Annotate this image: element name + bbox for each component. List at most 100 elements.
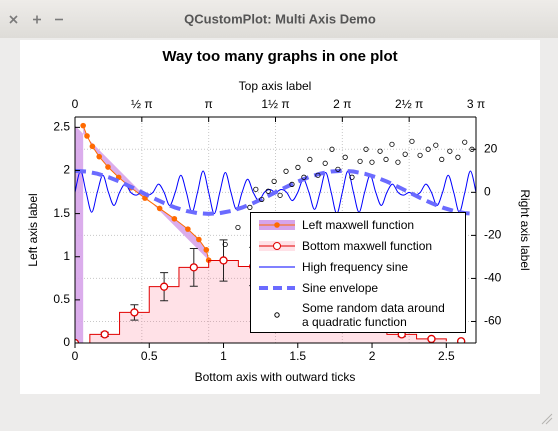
y-tick-label: 1: [63, 249, 70, 263]
x-tick-label: 1.5: [289, 349, 306, 363]
point: [315, 172, 321, 178]
legend-icon: [259, 220, 295, 230]
point: [247, 204, 253, 210]
x-tick-label: 0.5: [141, 349, 158, 363]
point: [100, 330, 109, 339]
legend-item: Left maxwell function: [251, 217, 414, 233]
point: [389, 141, 395, 147]
legend-marker: [274, 222, 280, 228]
point: [409, 138, 415, 144]
title-bar: [0, 0, 558, 38]
point: [196, 236, 202, 243]
bottom-axis-label: Bottom axis with outward ticks: [195, 370, 356, 384]
legend-icon: [259, 266, 295, 268]
close-button[interactable]: [9, 15, 18, 24]
x-tick-label: 1: [220, 349, 227, 363]
legend-label: Some random data around a quadratic func…: [302, 301, 445, 329]
y-tick-label: 2.5: [53, 120, 70, 134]
x-tick-label: 2: [369, 349, 376, 363]
point: [307, 156, 313, 163]
x2-tick-label: 3 π: [467, 97, 485, 111]
legend-label: Bottom maxwell function: [302, 239, 433, 253]
x2-tick-label: 1½ π: [261, 97, 289, 111]
x-tick-label: 0: [72, 349, 79, 363]
point: [96, 153, 103, 160]
point: [335, 166, 341, 172]
point: [402, 151, 408, 157]
x-tick-label: 2.5: [438, 349, 455, 363]
point: [219, 256, 228, 265]
point: [395, 159, 401, 165]
point: [462, 139, 468, 145]
y2-tick-label: -40: [484, 271, 502, 285]
point: [289, 181, 295, 187]
y2-tick-label: 20: [484, 141, 498, 155]
legend-icon: [259, 241, 295, 251]
point: [171, 215, 178, 222]
point: [253, 186, 259, 192]
left-axis-label: Left axis label: [26, 193, 40, 266]
point: [349, 174, 355, 180]
point: [377, 148, 383, 154]
point: [203, 247, 210, 253]
window-title: QCustomPlot: Multi Axis Demo: [184, 11, 376, 26]
legend-item: Some random data around a quadratic func…: [251, 301, 445, 329]
legend-marker: [273, 242, 281, 250]
y-tick-label: 1.5: [53, 206, 70, 220]
point: [329, 146, 335, 152]
x2-tick-label: 2 π: [333, 97, 351, 111]
point: [159, 282, 169, 291]
legend-item: Bottom maxwell function: [251, 238, 432, 254]
point: [342, 154, 348, 160]
legend-marker: [274, 312, 280, 318]
chart-title: Way too many graphs in one plot: [162, 48, 397, 65]
point: [105, 164, 111, 170]
point: [75, 338, 80, 343]
right-axis-label: Right axis label: [518, 189, 532, 270]
x2-tick-label: 0: [72, 97, 79, 111]
legend-item: High frequency sine: [251, 259, 408, 275]
point: [295, 164, 301, 170]
point: [447, 148, 453, 154]
point: [433, 142, 439, 148]
point: [189, 263, 198, 272]
point: [222, 241, 228, 248]
legend-label: High frequency sine: [302, 260, 409, 274]
point: [84, 133, 90, 139]
y-tick-label: 2: [63, 163, 70, 177]
y2-tick-label: 0: [484, 185, 491, 199]
legend-label: Left maxwell function: [302, 218, 415, 232]
y-tick-label: 0.5: [53, 292, 70, 306]
point: [417, 152, 423, 158]
window-buttons: [9, 15, 63, 24]
point: [427, 334, 436, 343]
point: [439, 156, 445, 163]
point: [89, 143, 96, 150]
point: [80, 122, 86, 129]
point: [456, 337, 466, 343]
legend-icon: [259, 286, 295, 290]
legend-icon: [274, 312, 280, 318]
point: [425, 146, 431, 152]
point: [283, 168, 289, 174]
x2-tick-label: ½ π: [131, 97, 153, 111]
point: [369, 159, 375, 165]
legend-item: Sine envelope: [251, 280, 378, 296]
y-tick-label: 0: [63, 335, 70, 349]
point: [277, 192, 283, 198]
legend-label: Sine envelope: [302, 281, 379, 295]
point: [455, 154, 461, 160]
resize-grip[interactable]: [541, 413, 553, 425]
legend: Left maxwell function Bottom maxwell func…: [250, 212, 466, 333]
point: [235, 224, 241, 231]
x2-tick-label: 2½ π: [395, 97, 423, 111]
point: [130, 308, 139, 317]
maximize-button[interactable]: [33, 15, 41, 24]
point: [156, 205, 163, 212]
point: [357, 158, 363, 164]
point: [363, 146, 369, 152]
point: [185, 226, 191, 232]
x2-tick-label: π: [205, 97, 213, 111]
